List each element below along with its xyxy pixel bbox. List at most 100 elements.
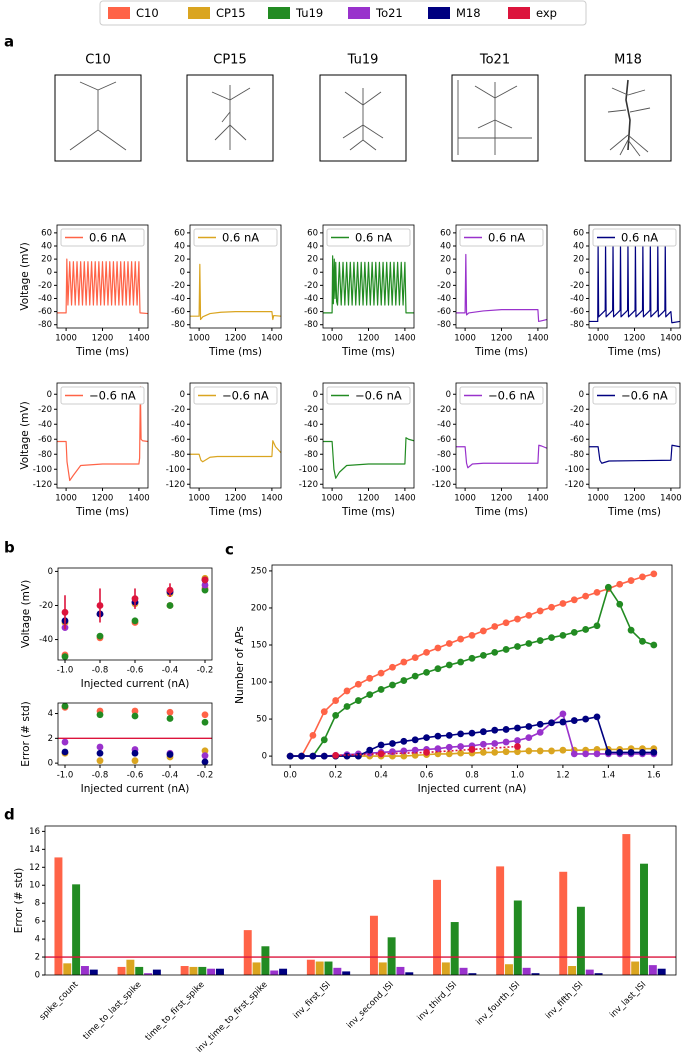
y-tick-label: 0 bbox=[180, 390, 185, 400]
legend-label: −0.6 nA bbox=[621, 389, 668, 403]
marker bbox=[411, 654, 419, 661]
marker bbox=[445, 731, 453, 739]
neurite bbox=[627, 139, 641, 157]
bar bbox=[496, 866, 505, 975]
x-tick-label: -1.0 bbox=[57, 771, 74, 781]
marker bbox=[423, 669, 430, 676]
legend-box bbox=[60, 228, 145, 247]
marker bbox=[548, 603, 555, 611]
x-tick-label: 1200 bbox=[358, 334, 380, 344]
marker bbox=[332, 751, 340, 759]
marker bbox=[536, 729, 544, 736]
y-tick-label: 2 bbox=[35, 953, 40, 963]
bar bbox=[441, 962, 450, 975]
marker bbox=[491, 740, 499, 747]
marker bbox=[559, 746, 567, 754]
y-tick-label: -40 bbox=[304, 420, 318, 430]
x-tick-label: 1.2 bbox=[556, 771, 570, 781]
marker bbox=[434, 732, 442, 740]
x-tick-label: 1400 bbox=[527, 494, 549, 504]
x-tick-label: inv_second_ISI bbox=[345, 980, 396, 1031]
x-axis-label: Time (ms) bbox=[607, 346, 661, 358]
bar bbox=[117, 966, 126, 975]
bar bbox=[189, 966, 198, 975]
marker bbox=[514, 743, 521, 750]
y-tick-label: -60 bbox=[304, 307, 318, 317]
axes-frame bbox=[271, 564, 673, 766]
x-tick-label: 1200 bbox=[624, 494, 646, 504]
y-tick-label: 0 bbox=[313, 268, 318, 278]
y-tick-label: -100 bbox=[565, 465, 584, 475]
y-tick-label: 10 bbox=[29, 881, 40, 891]
legend-swatch bbox=[108, 7, 130, 19]
plot-area bbox=[323, 255, 414, 314]
marker bbox=[468, 654, 476, 662]
point bbox=[96, 632, 104, 640]
x-tick-label: 1000 bbox=[188, 334, 210, 344]
y-tick-label: -120 bbox=[299, 480, 318, 490]
neurite bbox=[229, 87, 251, 101]
y-tick-label: -20 bbox=[437, 405, 451, 415]
x-tick-label: 1200 bbox=[624, 334, 646, 344]
bar bbox=[342, 971, 351, 975]
legend-swatch bbox=[188, 7, 210, 19]
marker bbox=[536, 637, 544, 644]
point bbox=[96, 602, 104, 609]
axes-frame bbox=[455, 382, 548, 489]
point bbox=[166, 602, 174, 609]
y-tick-label: 4 bbox=[48, 709, 53, 719]
y-tick-label: 0 bbox=[313, 390, 318, 400]
y-tick-label: -40 bbox=[171, 294, 185, 304]
marker bbox=[514, 615, 521, 623]
legend-label: 0.6 nA bbox=[89, 231, 126, 245]
marker bbox=[514, 737, 521, 744]
y-tick-label: 8 bbox=[35, 899, 40, 909]
series-line bbox=[290, 573, 655, 757]
y-tick-label: 40 bbox=[41, 241, 52, 251]
marker bbox=[559, 718, 567, 726]
legend-box bbox=[459, 386, 544, 405]
marker bbox=[548, 634, 555, 641]
series-line bbox=[57, 386, 148, 482]
y-tick-label: 20 bbox=[307, 255, 318, 265]
marker bbox=[582, 715, 590, 723]
neurite bbox=[229, 124, 247, 141]
marker bbox=[400, 737, 408, 745]
legend-label: 0.6 nA bbox=[488, 231, 525, 245]
legend-label: −0.6 nA bbox=[488, 389, 535, 403]
axes: -80 -60 -40 -20 0 20 40 60 1000 1200 1400 Time (ms)… bbox=[570, 224, 682, 358]
point bbox=[201, 586, 209, 594]
marker bbox=[468, 729, 476, 737]
x-tick-label: 1000 bbox=[587, 494, 609, 504]
y-tick-label: 50 bbox=[256, 715, 267, 725]
marker bbox=[468, 746, 476, 753]
y-tick-label: 60 bbox=[573, 228, 584, 238]
series-line bbox=[190, 440, 281, 463]
plot-area bbox=[190, 440, 281, 463]
x-tick-label: 1400 bbox=[660, 334, 682, 344]
point bbox=[131, 712, 139, 720]
marker bbox=[411, 672, 419, 680]
morph-title: To21 bbox=[479, 53, 510, 68]
x-tick-label: 1200 bbox=[92, 334, 114, 344]
plot-area bbox=[61, 574, 209, 660]
marker bbox=[604, 749, 612, 756]
x-axis-label: Time (ms) bbox=[208, 346, 262, 358]
plot-area bbox=[323, 437, 414, 479]
marker bbox=[639, 637, 646, 645]
point bbox=[166, 715, 174, 722]
point bbox=[201, 758, 209, 765]
marker bbox=[559, 631, 567, 639]
x-tick-label: spike_count bbox=[38, 979, 81, 1022]
marker bbox=[650, 641, 658, 649]
plot-area bbox=[589, 444, 680, 464]
axes-frame bbox=[588, 224, 681, 329]
bar bbox=[513, 900, 522, 975]
neurite bbox=[494, 85, 518, 99]
point bbox=[96, 743, 104, 751]
marker bbox=[650, 570, 658, 578]
y-tick-label: -80 bbox=[304, 450, 318, 460]
x-tick-label: inv_time_to_first_spike bbox=[195, 980, 270, 1055]
y-tick-label: -40 bbox=[38, 294, 52, 304]
marker bbox=[479, 740, 487, 748]
